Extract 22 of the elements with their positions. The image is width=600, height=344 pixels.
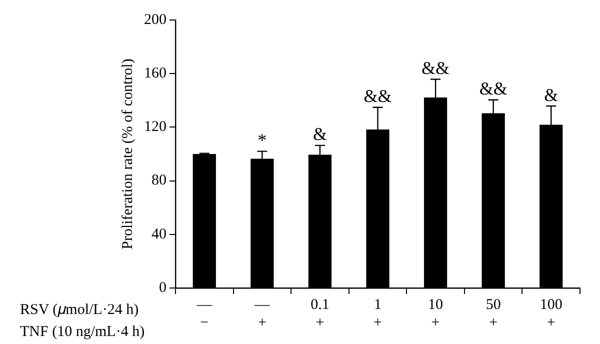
- y-tick-label: 120: [144, 119, 166, 136]
- x-tick-label: 10 +: [428, 296, 444, 331]
- x-tick-label: — −: [196, 296, 213, 331]
- x-tick-label: 1 +: [374, 296, 382, 331]
- text: RSV (𝜇mol/L·24 h): [20, 302, 139, 318]
- annotation: *: [258, 130, 267, 150]
- x-tick-label: 100 +: [540, 296, 562, 331]
- x-tick-label: 50 +: [486, 296, 501, 331]
- annotation: &&: [422, 58, 450, 78]
- annotation: &: [544, 84, 558, 105]
- text: TNF (10 ng/mL·4 h): [20, 324, 145, 340]
- y-tick-label: 0: [159, 280, 166, 296]
- y-tick-label: 160: [144, 66, 166, 82]
- y-tick-label: 40: [152, 226, 166, 242]
- annotation: &: [312, 124, 327, 144]
- annotation: &&: [479, 78, 508, 99]
- annotation: &&: [364, 86, 392, 106]
- x-tick-label: 0.1 +: [310, 296, 330, 331]
- y-axis-title: Proliferation rate (% of control): [120, 58, 136, 250]
- x-tick-label: — +: [254, 296, 271, 331]
- y-tick-label: 200: [144, 12, 166, 28]
- y-tick-label: 80: [152, 172, 166, 189]
